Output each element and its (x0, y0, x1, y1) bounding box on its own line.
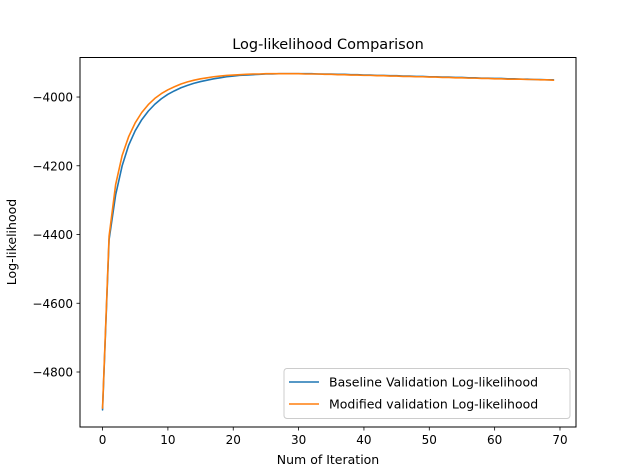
y-tick-label: −4600 (32, 297, 73, 311)
x-axis-label: Num of Iteration (277, 452, 379, 467)
x-tick-label: 40 (356, 433, 371, 447)
y-tick-label: −4400 (32, 228, 73, 242)
x-axis: 0 10 20 30 40 50 60 70 (99, 427, 568, 447)
series-group (101, 72, 555, 411)
x-tick-label: 50 (422, 433, 437, 447)
y-tick-label: −4000 (32, 91, 73, 105)
plot-area (79, 57, 577, 428)
legend-box (283, 368, 571, 419)
x-tick-label: 30 (291, 433, 306, 447)
x-tick-label: 0 (99, 433, 107, 447)
plot-frame (79, 57, 577, 428)
y-axis: −4800 −4600 −4400 −4200 −4000 (32, 91, 80, 380)
legend: Baseline Validation Log-likelihood Modif… (283, 368, 571, 419)
y-tick-label: −4200 (32, 159, 73, 173)
legend-label-baseline: Baseline Validation Log-likelihood (329, 375, 538, 390)
series-line-modified (101, 72, 555, 409)
chart-title: Log-likelihood Comparison (232, 37, 424, 53)
y-axis-label: Log-likelihood (4, 199, 19, 285)
y-tick-label: −4800 (32, 366, 73, 380)
x-tick-label: 20 (226, 433, 241, 447)
x-tick-label: 60 (487, 433, 502, 447)
series-line-baseline (101, 72, 555, 411)
x-tick-label: 10 (160, 433, 175, 447)
x-tick-label: 70 (552, 433, 567, 447)
legend-label-modified: Modified validation Log-likelihood (329, 397, 538, 412)
